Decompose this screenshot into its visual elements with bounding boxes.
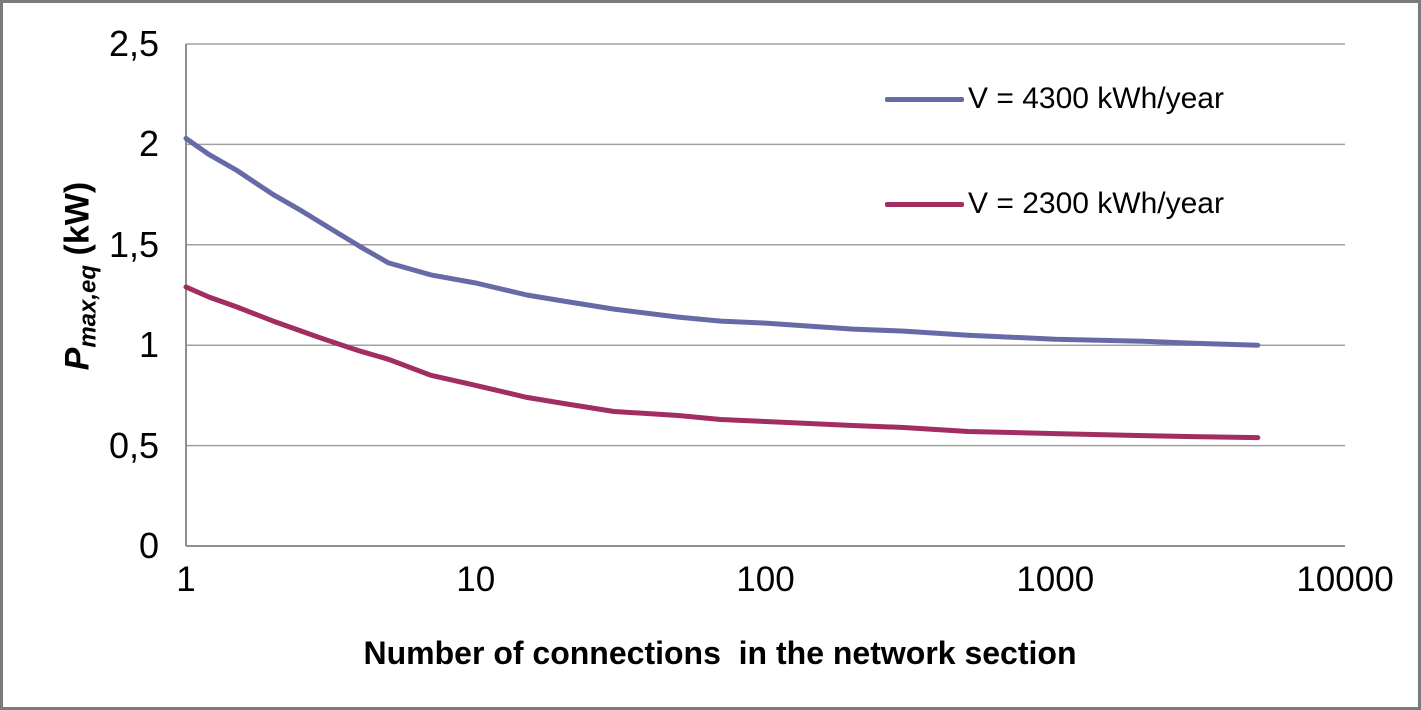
y-tick-label-1: 1 (138, 324, 159, 366)
legend-line-swatch-v2300 (885, 201, 964, 207)
y-tick-label-0-5: 0,5 (108, 424, 159, 466)
x-tick-label-10: 10 (456, 560, 496, 599)
y-tick-label-2: 2 (138, 123, 159, 165)
legend-label-v2300: V = 2300 kWh/year (968, 187, 1224, 220)
y-axis-title-unit: (kW) (58, 181, 97, 265)
plot-area (183, 43, 1345, 547)
legend-item-v4300: V = 4300 kWh/year (885, 75, 1224, 123)
y-axis-title: Pmax,eq (kW) (20, 182, 137, 408)
legend: V = 4300 kWh/year V = 2300 kWh/year (885, 75, 1224, 228)
legend-item-v2300: V = 2300 kWh/year (885, 180, 1224, 228)
legend-line-swatch-v4300 (885, 96, 964, 102)
series-line-v2300 (183, 284, 1261, 441)
series-line-v4300 (183, 135, 1261, 348)
y-axis-title-subscript: max,eq (74, 264, 102, 348)
y-axis-title-symbol: P (58, 347, 97, 371)
legend-label-v4300: V = 4300 kWh/year (968, 82, 1224, 115)
x-tick-label-10000: 10000 (1296, 560, 1394, 599)
x-tick-label-1: 1 (176, 560, 196, 599)
x-axis-title: Number of connections in the network sec… (363, 635, 1077, 671)
y-tick-label-0: 0 (138, 525, 159, 566)
y-tick-label-2-5: 2,5 (108, 23, 159, 64)
x-tick-label-100: 100 (736, 560, 795, 599)
x-tick-label-1000: 1000 (1016, 560, 1095, 599)
y-tick-label-1-5: 1,5 (108, 223, 159, 265)
